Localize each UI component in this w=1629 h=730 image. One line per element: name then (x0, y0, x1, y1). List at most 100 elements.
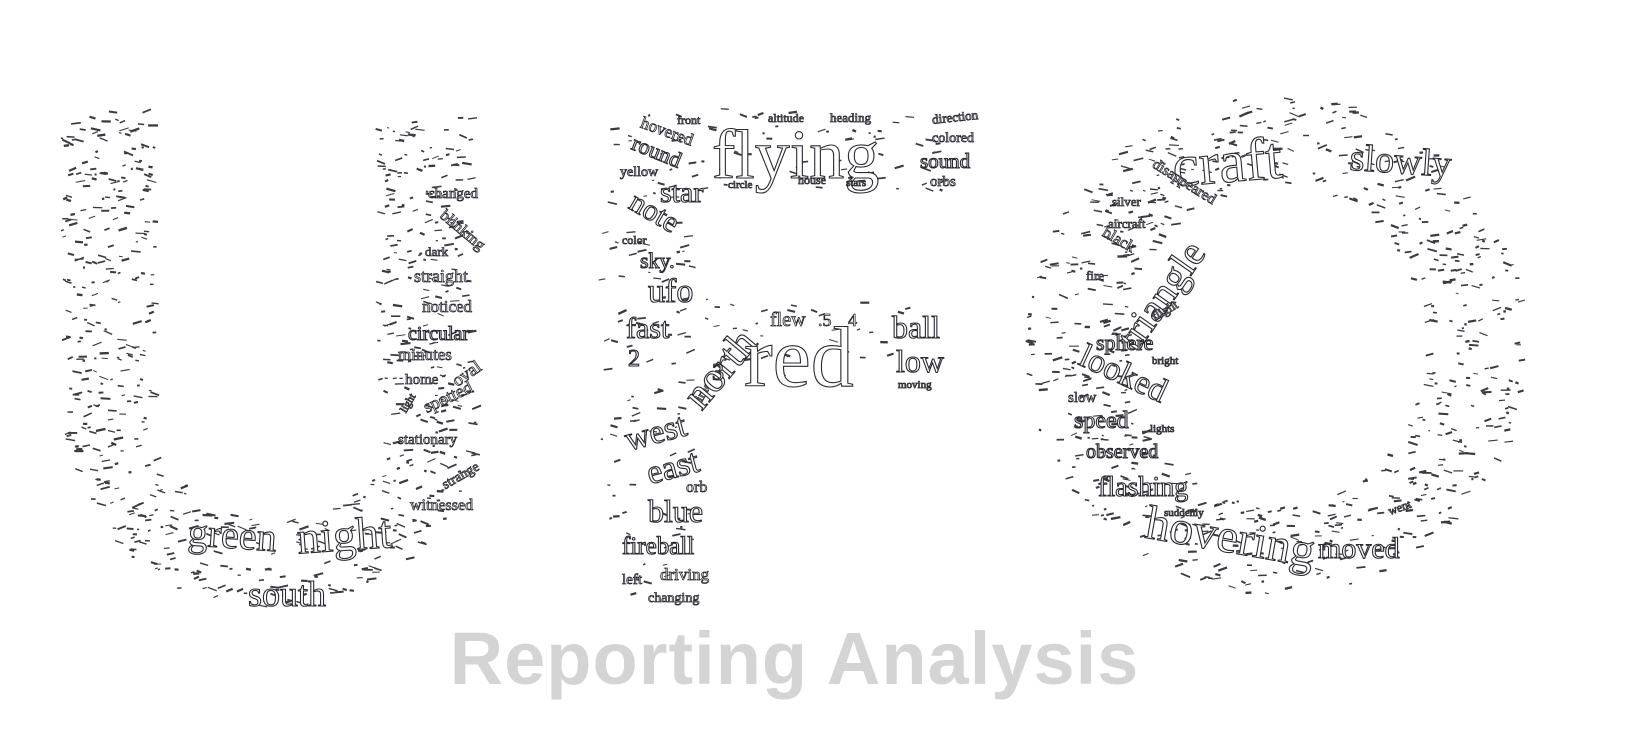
speck-mark (1133, 157, 1144, 162)
speck-mark (1441, 391, 1452, 395)
speck-mark (1403, 531, 1413, 535)
word-green: green (187, 509, 279, 560)
speck-mark (118, 346, 126, 350)
speck-mark (401, 339, 409, 343)
speck-mark (1426, 239, 1436, 245)
speck-mark (67, 172, 74, 177)
speck-mark (1164, 462, 1174, 466)
speck-mark (295, 534, 302, 536)
speck-mark (628, 252, 637, 257)
speck-mark (447, 463, 457, 470)
speck-mark (1176, 489, 1184, 493)
speck-mark (1343, 514, 1352, 518)
word-minutes: minutes (398, 345, 452, 364)
speck-mark (1316, 142, 1320, 145)
speck-mark (1497, 312, 1501, 316)
speck-mark (1144, 505, 1148, 508)
speck-mark (74, 449, 84, 453)
speck-mark (91, 281, 95, 284)
speck-mark (387, 332, 395, 335)
speck-mark (1074, 416, 1081, 421)
speck-mark (679, 244, 690, 249)
speck-mark (1332, 110, 1337, 114)
speck-mark (183, 492, 187, 495)
speck-mark (1044, 265, 1052, 269)
speck-mark (1070, 374, 1077, 377)
speck-mark (1434, 382, 1438, 385)
speck-mark (1064, 358, 1070, 361)
speck-mark (182, 511, 192, 515)
speck-mark (87, 404, 93, 409)
speck-mark (94, 156, 100, 160)
speck-mark (399, 454, 405, 457)
speck-mark (1394, 178, 1404, 183)
speck-mark (429, 494, 435, 498)
speck-mark (67, 356, 74, 361)
speck-mark (644, 329, 649, 333)
speck-mark (1112, 332, 1118, 335)
speck-mark (1037, 275, 1042, 279)
speck-mark (391, 412, 401, 415)
speck-mark (62, 196, 68, 201)
speck-mark (1187, 508, 1195, 512)
word-craft: craft (1169, 124, 1285, 199)
speck-mark (1352, 111, 1359, 114)
speck-mark (1171, 222, 1181, 226)
word-driving: driving (660, 565, 710, 584)
speck-mark (1129, 189, 1134, 192)
speck-mark (671, 138, 682, 142)
speck-mark (207, 586, 217, 592)
speck-mark (61, 138, 71, 145)
speck-mark (89, 115, 96, 120)
speck-mark (1447, 506, 1453, 510)
speck-mark (356, 577, 363, 579)
speck-mark (1040, 258, 1048, 264)
speck-mark (1100, 514, 1105, 517)
speck-mark (1336, 522, 1344, 525)
speck-mark (471, 452, 481, 456)
speck-mark (455, 179, 464, 181)
speck-mark (618, 275, 625, 278)
speck-mark (382, 480, 391, 485)
speck-mark (96, 478, 101, 481)
speck-mark (157, 568, 161, 571)
speck-mark (114, 540, 124, 545)
speck-mark (1192, 559, 1198, 561)
speck-mark (1031, 295, 1035, 299)
speck-mark (1259, 538, 1264, 541)
speck-mark (463, 470, 470, 473)
speck-mark (141, 145, 145, 149)
speck-mark (1240, 153, 1247, 159)
speck-mark (1466, 384, 1471, 387)
speck-mark (455, 149, 461, 152)
speck-mark (627, 399, 631, 402)
speck-mark (639, 541, 643, 544)
speck-mark (708, 127, 717, 132)
speck-mark (681, 297, 689, 301)
speck-mark (1103, 319, 1112, 325)
speck-mark (462, 366, 466, 369)
speck-mark (143, 230, 150, 233)
speck-mark (1103, 438, 1109, 441)
speck-mark (1504, 406, 1509, 410)
speck-mark (1139, 534, 1146, 538)
speck-mark (1465, 268, 1474, 273)
speck-mark (118, 255, 123, 258)
speck-mark (377, 377, 383, 381)
speck-mark (387, 270, 391, 273)
speck-mark (324, 528, 330, 532)
speck-mark (1062, 211, 1070, 215)
speck-mark (385, 192, 395, 197)
speck-mark (99, 454, 104, 457)
speck-mark (1503, 310, 1506, 313)
word-bright: bright (1152, 355, 1178, 367)
speck-mark (1429, 268, 1436, 271)
speck-mark (856, 328, 861, 331)
speck-mark (68, 166, 77, 172)
speck-mark (1083, 233, 1091, 237)
speck-mark (1087, 287, 1096, 292)
speck-mark (152, 331, 157, 334)
speck-mark (1150, 226, 1156, 232)
speck-mark (83, 307, 88, 309)
speck-mark (1348, 582, 1353, 585)
